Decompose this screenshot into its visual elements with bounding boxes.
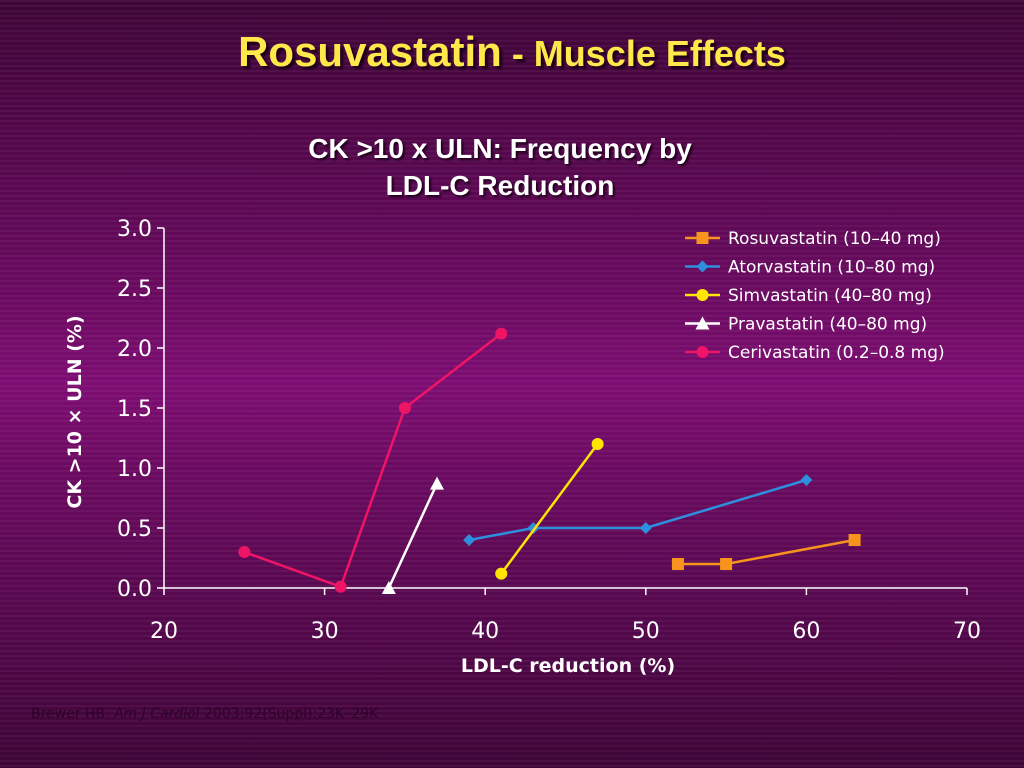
chart-title: CK >10 x ULN: Frequency by LDL-C Reducti… [180, 130, 820, 204]
series-line-atorvastatin [468, 478, 807, 542]
x-tick-label: 40 [471, 619, 499, 644]
x-axis-label: LDL-C reduction (%) [461, 655, 675, 677]
data-point-simvastatin [591, 438, 604, 450]
series-line-cerivastatin [243, 332, 503, 589]
x-tick-label: 60 [792, 619, 820, 644]
legend-label-atorvastatin: Atorvastatin (10–80 mg) [728, 258, 935, 278]
legend-marker-simvastatin [696, 289, 709, 301]
x-tick-label: 70 [953, 619, 981, 644]
data-point-atorvastatin [800, 474, 813, 486]
slide-title-main: Rosuvastatin [238, 28, 502, 75]
data-point-pravastatin [381, 581, 396, 594]
y-tick-label: 1.0 [117, 457, 152, 482]
legend-marker-pravastatin [695, 316, 710, 330]
data-point-cerivastatin [495, 327, 508, 340]
x-tick-label: 20 [150, 619, 178, 644]
y-tick-label: 0.5 [117, 517, 152, 542]
legend-marker-rosuvastatin [696, 232, 709, 244]
series-line-simvastatin [500, 443, 599, 575]
y-tick-label: 2.0 [117, 337, 152, 362]
slide-title: Rosuvastatin - Muscle Effects [0, 28, 1024, 76]
legend-label-simvastatin: Simvastatin (40–80 mg) [728, 286, 932, 306]
legend-label-cerivastatin: Cerivastatin (0.2–0.8 mg) [728, 343, 945, 363]
series-line-rosuvastatin [677, 538, 855, 566]
chart-title-line-2: LDL-C Reduction [385, 170, 615, 201]
legend-marker-cerivastatin [696, 346, 709, 358]
citation-authors: Brewer HB. [31, 706, 114, 722]
data-point-atorvastatin [463, 534, 476, 546]
data-point-rosuvastatin [671, 558, 684, 570]
data-point-simvastatin [495, 567, 508, 580]
data-point-cerivastatin [238, 546, 251, 558]
x-tick-label: 30 [311, 619, 339, 644]
x-tick-label: 50 [632, 619, 660, 644]
citation-details: 2003;92(Suppl):23K–29K [199, 706, 379, 722]
y-tick-label: 3.0 [117, 217, 152, 242]
y-tick-label: 0.0 [117, 577, 152, 602]
legend-label-rosuvastatin: Rosuvastatin (10–40 mg) [728, 229, 941, 249]
y-axis-label: CK >10 × ULN (%) [64, 315, 86, 508]
data-point-cerivastatin [334, 580, 347, 593]
y-tick-label: 1.5 [117, 397, 152, 422]
data-point-atorvastatin [639, 522, 652, 534]
data-point-rosuvastatin [720, 558, 733, 570]
data-point-pravastatin [430, 476, 445, 490]
series-line-pravastatin [387, 483, 439, 589]
legend-label-pravastatin: Pravastatin (40–80 mg) [728, 315, 927, 335]
citation: Brewer HB. Am J Cardiol 2003;92(Suppl):2… [31, 706, 378, 722]
data-point-rosuvastatin [848, 534, 861, 546]
slide-title-sub: - Muscle Effects [501, 33, 786, 74]
chart-title-line-1: CK >10 x ULN: Frequency by [308, 133, 692, 164]
citation-journal: Am J Cardiol [113, 706, 200, 722]
data-point-cerivastatin [398, 402, 411, 414]
legend-marker-atorvastatin [696, 260, 709, 273]
y-tick-label: 2.5 [117, 277, 152, 302]
